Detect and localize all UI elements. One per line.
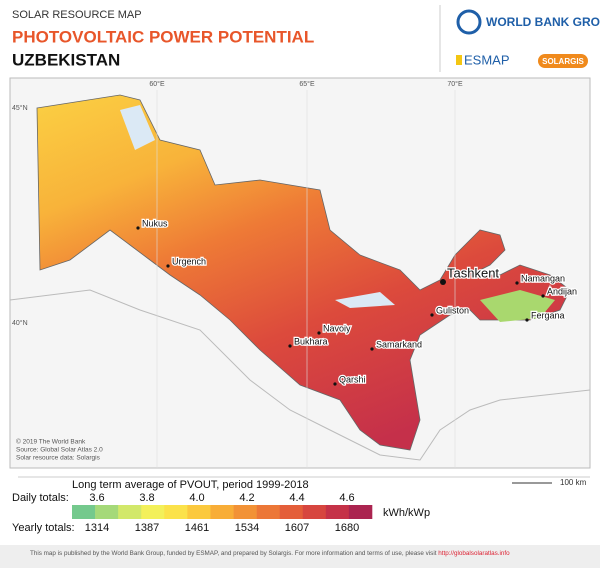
- yearly-value: 1314: [85, 522, 109, 534]
- fergana-valley: [480, 290, 555, 322]
- footer-bg: [0, 545, 600, 568]
- legend-swatch: [141, 505, 165, 519]
- city-dot: [525, 318, 529, 322]
- yearly-value: 1534: [235, 522, 259, 534]
- footer-note: This map is published by the World Bank …: [30, 550, 438, 557]
- daily-value: 4.0: [189, 492, 204, 504]
- lake: [335, 292, 395, 308]
- solargis: SOLARGIS: [542, 57, 584, 66]
- footer-text: This map is published by the World Bank …: [30, 550, 510, 557]
- city-dot: [541, 294, 545, 298]
- legend-swatch: [279, 505, 304, 519]
- city-label: Namangan: [521, 273, 565, 283]
- legend-swatch: [187, 505, 211, 519]
- footer-link[interactable]: http://globalsolaratlas.info: [438, 550, 510, 557]
- city-label: Urgench: [172, 256, 206, 266]
- border-lines: [9, 289, 591, 461]
- aral-sea: [120, 105, 155, 150]
- daily-value: 4.2: [239, 492, 254, 504]
- daily-value: 4.4: [289, 492, 304, 504]
- yearly-value: 1607: [285, 522, 309, 534]
- city-label: Samarkand: [376, 339, 422, 349]
- city-dot: [440, 279, 446, 285]
- wb-logo: [456, 9, 482, 35]
- legend-swatch: [302, 505, 327, 519]
- yearly-label: Yearly totals:: [12, 522, 75, 534]
- city-dot: [136, 226, 140, 230]
- yearly-value: 1461: [185, 522, 209, 534]
- yearly-value: 1387: [135, 522, 159, 534]
- country-shape: [36, 94, 571, 451]
- city-dot: [515, 281, 519, 285]
- city-label: Nukus: [142, 218, 168, 228]
- city-label: Guliston: [436, 305, 469, 315]
- credit: Solar resource data: Solargis: [16, 455, 101, 462]
- esmap-mark: [456, 55, 462, 65]
- legend-swatch: [118, 505, 142, 519]
- city-label: Andijan: [547, 286, 577, 296]
- world-bank: WORLD BANK GROUP: [486, 15, 600, 29]
- lat-label: 40°N: [12, 319, 28, 327]
- solargis-badge: [538, 54, 588, 68]
- city-dot: [333, 382, 337, 386]
- lat-label: 45°N: [12, 104, 28, 112]
- legend-swatch: [348, 505, 373, 519]
- daily-value: 4.6: [339, 492, 354, 504]
- city-label: Navoiy: [323, 323, 351, 333]
- title: PHOTOVOLTAIC POWER POTENTIAL: [12, 27, 314, 46]
- city-label: Bukhara: [294, 336, 328, 346]
- legend-title: Long term average of PVOUT, period 1999-…: [72, 479, 309, 491]
- credit: © 2019 The World Bank: [16, 438, 86, 446]
- kicker: SOLAR RESOURCE MAP: [12, 9, 142, 21]
- city-label: Fergana: [531, 310, 565, 320]
- scale-label: 100 km: [560, 478, 587, 487]
- unit: kWh/kWp: [383, 507, 430, 519]
- city-dot: [166, 264, 170, 268]
- legend-swatch: [325, 505, 350, 519]
- legend-swatch: [72, 505, 96, 519]
- city-dot: [430, 313, 434, 317]
- daily-value: 3.8: [139, 492, 154, 504]
- country: UZBEKISTAN: [12, 50, 120, 69]
- esmap: ESMAP: [464, 52, 510, 67]
- lon-label: 65°E: [299, 80, 315, 88]
- legend-swatch: [210, 505, 234, 519]
- lon-label: 70°E: [447, 80, 463, 88]
- credit: Source: Global Solar Atlas 2.0: [16, 447, 103, 454]
- daily-label: Daily totals:: [12, 492, 69, 504]
- legend-swatch: [233, 505, 257, 519]
- legend-swatch: [95, 505, 119, 519]
- city-label: Tashkent: [447, 265, 499, 280]
- city-dot: [288, 344, 292, 348]
- legend-swatch: [164, 505, 188, 519]
- lon-label: 60°E: [149, 80, 165, 88]
- city-dot: [370, 347, 374, 351]
- yearly-value: 1680: [335, 522, 359, 534]
- city-label: Qarshi: [339, 374, 366, 384]
- legend-swatch: [256, 505, 280, 519]
- daily-value: 3.6: [89, 492, 104, 504]
- city-dot: [317, 331, 321, 335]
